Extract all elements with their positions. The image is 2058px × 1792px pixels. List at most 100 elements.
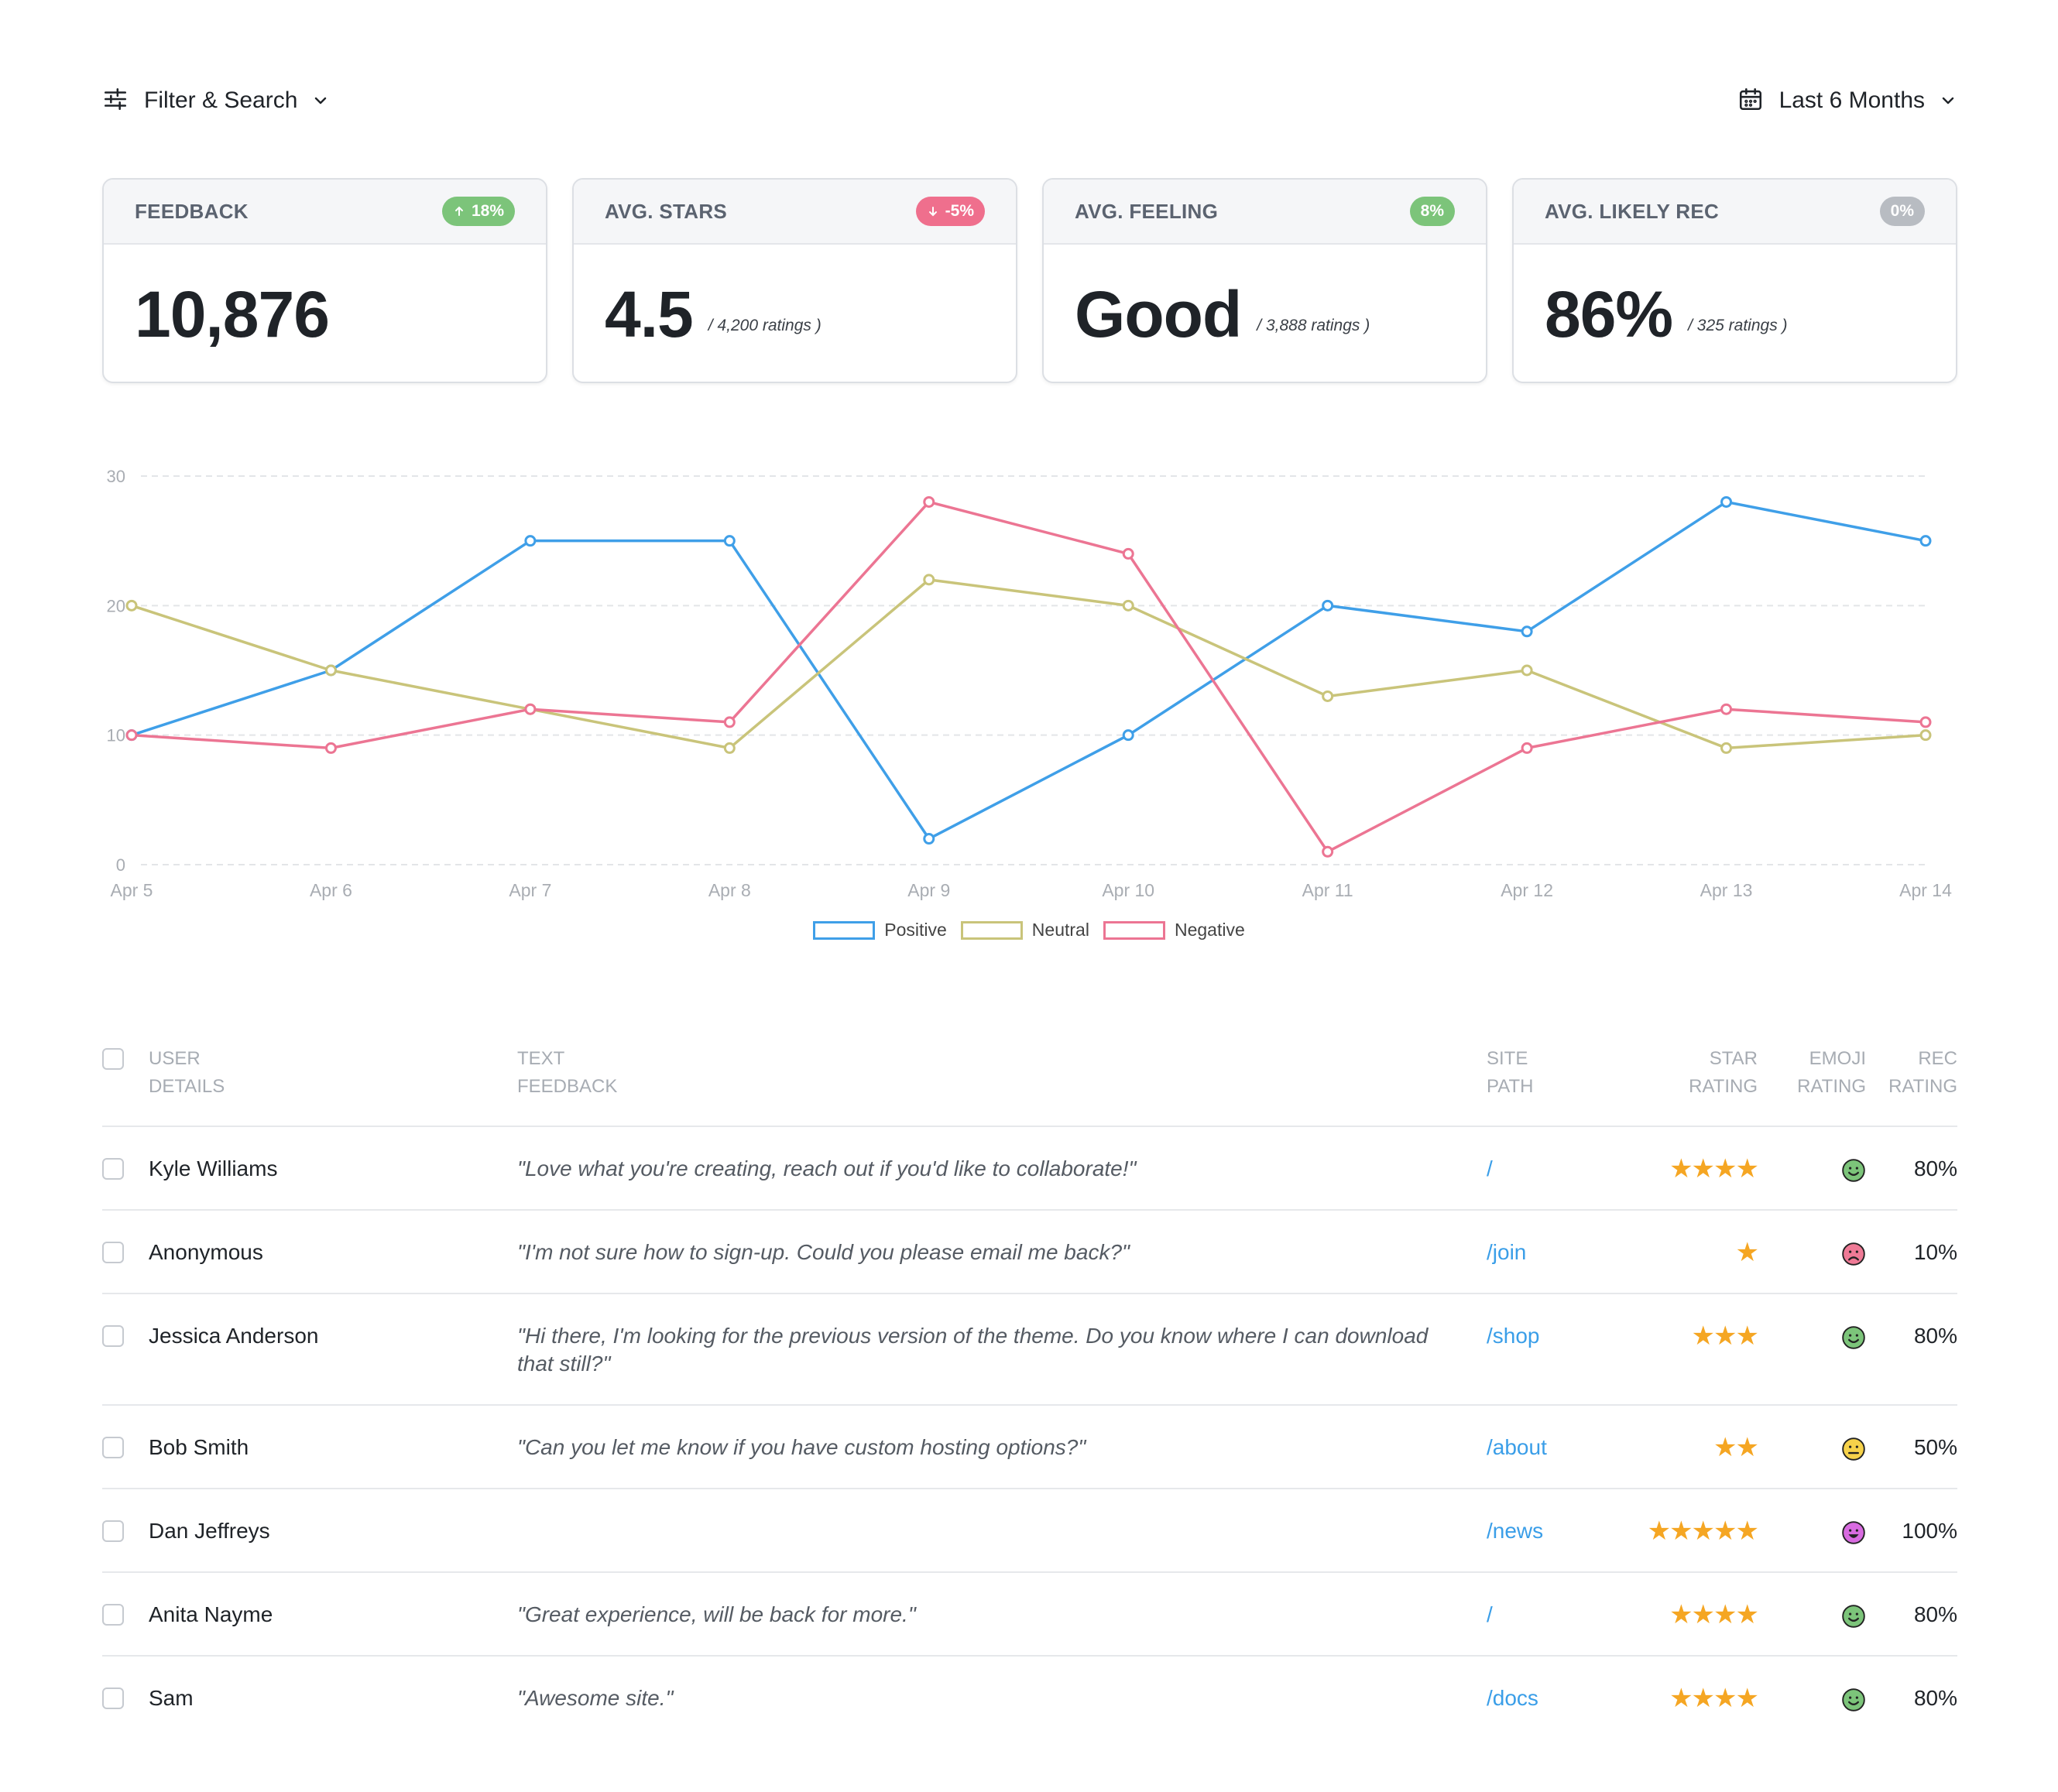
header-text-feedback: TEXT FEEDBACK xyxy=(517,1048,618,1097)
star-icons: ★★★ xyxy=(1691,1321,1759,1351)
table-row[interactable]: Anita Nayme "Great experience, will be ba… xyxy=(102,1573,1957,1657)
y-tick-label: 30 xyxy=(107,467,125,486)
stat-value: Good xyxy=(1075,277,1242,351)
legend-item-positive[interactable]: Positive xyxy=(813,920,947,941)
row-checkbox[interactable] xyxy=(102,1520,124,1542)
row-checkbox[interactable] xyxy=(102,1242,124,1263)
row-checkbox-cell xyxy=(102,1322,149,1354)
trend-badge-value: 18% xyxy=(471,202,504,220)
stat-card-header: FEEDBACK 18% xyxy=(104,180,546,245)
header-emoji-rating: EMOJI RATING xyxy=(1797,1048,1866,1097)
data-point-negative xyxy=(1919,716,1932,728)
row-checkbox-cell xyxy=(102,1684,149,1716)
legend-label: Neutral xyxy=(1031,920,1089,940)
data-point-positive xyxy=(1521,625,1533,638)
star-icons: ★★★★ xyxy=(1669,1154,1759,1184)
star-icons: ★★★★ xyxy=(1669,1600,1759,1629)
star-rating: ★★★★ xyxy=(1618,1154,1759,1184)
chart-svg: 0 10 20 30 Apr 5 Apr 6 Apr 7 Apr 8 Apr 9 Apr 10 Ap… xyxy=(107,467,1953,900)
legend-item-neutral[interactable]: Neutral xyxy=(960,920,1089,941)
stat-card-title: AVG. LIKELY REC xyxy=(1545,199,1720,223)
data-point-negative xyxy=(1521,742,1533,754)
row-checkbox[interactable] xyxy=(102,1325,124,1347)
table-row[interactable]: Kyle Williams "Love what you're creating,… xyxy=(102,1127,1957,1211)
trend-badge-value: -5% xyxy=(945,202,974,220)
trend-badge-value: 0% xyxy=(1890,202,1914,220)
data-point-positive xyxy=(1919,535,1932,547)
row-checkbox[interactable] xyxy=(102,1158,124,1180)
stat-value: 4.5 xyxy=(605,277,694,351)
stat-card-title: AVG. FEELING xyxy=(1075,199,1219,223)
site-path-link[interactable]: /news xyxy=(1487,1519,1544,1543)
trend-badge: -5% xyxy=(915,197,985,226)
stat-card-body: Good / 3,888 ratings ) xyxy=(1044,245,1486,382)
legend-label: Positive xyxy=(884,920,947,940)
star-icons: ★★★★ xyxy=(1669,1684,1759,1713)
site-path-link[interactable]: /join xyxy=(1487,1240,1527,1264)
legend-label: Negative xyxy=(1174,920,1245,940)
row-checkbox[interactable] xyxy=(102,1687,124,1709)
emoji-rating xyxy=(1758,1601,1866,1629)
stat-value: 86% xyxy=(1545,277,1673,351)
trend-badge: 8% xyxy=(1409,197,1455,226)
data-point-positive xyxy=(1122,729,1134,742)
row-checkbox-cell xyxy=(102,1517,149,1549)
table-row[interactable]: Dan Jeffreys/news ★★★★★ 100% xyxy=(102,1489,1957,1573)
table-row[interactable]: Bob Smith "Can you let me know if you hav… xyxy=(102,1406,1957,1489)
data-point-positive xyxy=(1720,495,1733,508)
x-tick-label: Apr 5 xyxy=(111,880,153,900)
rec-rating: 100% xyxy=(1902,1519,1957,1543)
trend-badge: 0% xyxy=(1879,197,1925,226)
data-point-negative xyxy=(125,729,138,742)
header-site-path: SITE PATH xyxy=(1487,1048,1534,1097)
happy-face-icon xyxy=(1842,1604,1865,1628)
happy-face-icon xyxy=(1842,1687,1865,1711)
y-tick-label: 0 xyxy=(116,855,125,875)
filter-search-label: Filter & Search xyxy=(144,87,298,113)
table-row[interactable]: Anonymous "I'm not sure how to sign-up. C… xyxy=(102,1211,1957,1294)
legend-swatch xyxy=(1103,920,1165,940)
data-point-neutral xyxy=(1919,729,1932,742)
y-tick-label: 20 xyxy=(107,596,125,615)
site-path-link[interactable]: / xyxy=(1487,1602,1493,1626)
site-path-link[interactable]: /about xyxy=(1487,1435,1547,1459)
x-tick-label: Apr 10 xyxy=(1102,880,1154,900)
data-point-neutral xyxy=(1322,690,1334,702)
site-path-link[interactable]: /shop xyxy=(1487,1324,1540,1348)
table-row[interactable]: Jessica Anderson "Hi there, I'm looking f… xyxy=(102,1294,1957,1406)
date-range-button[interactable]: Last 6 Months xyxy=(1737,77,1956,124)
site-path-link[interactable]: /docs xyxy=(1487,1686,1538,1710)
header-star-rating: STAR RATING xyxy=(1689,1048,1758,1097)
site-path-link[interactable]: / xyxy=(1487,1156,1493,1180)
neutral-face-icon xyxy=(1842,1437,1865,1461)
filter-search-button[interactable]: Filter & Search xyxy=(102,77,328,124)
legend-item-negative[interactable]: Negative xyxy=(1103,920,1245,941)
table-row[interactable]: Sam "Awesome site." /docs ★★★★ 80% xyxy=(102,1657,1957,1740)
select-all-checkbox[interactable] xyxy=(102,1048,124,1070)
calendar-icon xyxy=(1737,86,1764,116)
text-feedback: "Love what you're creating, reach out if… xyxy=(517,1156,1137,1180)
legend-swatch xyxy=(813,920,876,940)
user-name: Jessica Anderson xyxy=(149,1324,319,1348)
data-point-neutral xyxy=(1720,742,1733,754)
star-rating: ★★★★ xyxy=(1618,1600,1759,1630)
text-feedback: "Great experience, will be back for more… xyxy=(517,1602,916,1626)
emoji-rating xyxy=(1758,1434,1866,1461)
user-name: Kyle Williams xyxy=(149,1156,278,1180)
date-range-label: Last 6 Months xyxy=(1778,87,1925,113)
rec-rating: 10% xyxy=(1913,1240,1957,1264)
stat-subtext: / 3,888 ratings ) xyxy=(1257,317,1370,334)
x-tick-label: Apr 11 xyxy=(1302,880,1353,900)
trend-badge: 18% xyxy=(441,197,515,226)
sad-face-icon xyxy=(1842,1242,1865,1266)
rec-rating: 50% xyxy=(1913,1435,1957,1459)
row-checkbox[interactable] xyxy=(102,1604,124,1626)
emoji-rating xyxy=(1758,1239,1866,1266)
row-checkbox[interactable] xyxy=(102,1437,124,1458)
data-point-negative xyxy=(1720,703,1733,715)
trend-badge-value: 8% xyxy=(1420,202,1444,220)
chevron-down-icon xyxy=(313,93,328,108)
star-icons: ★★★★★ xyxy=(1647,1516,1759,1546)
x-tick-label: Apr 7 xyxy=(509,880,551,900)
text-feedback: "Hi there, I'm looking for the previous … xyxy=(517,1324,1429,1376)
